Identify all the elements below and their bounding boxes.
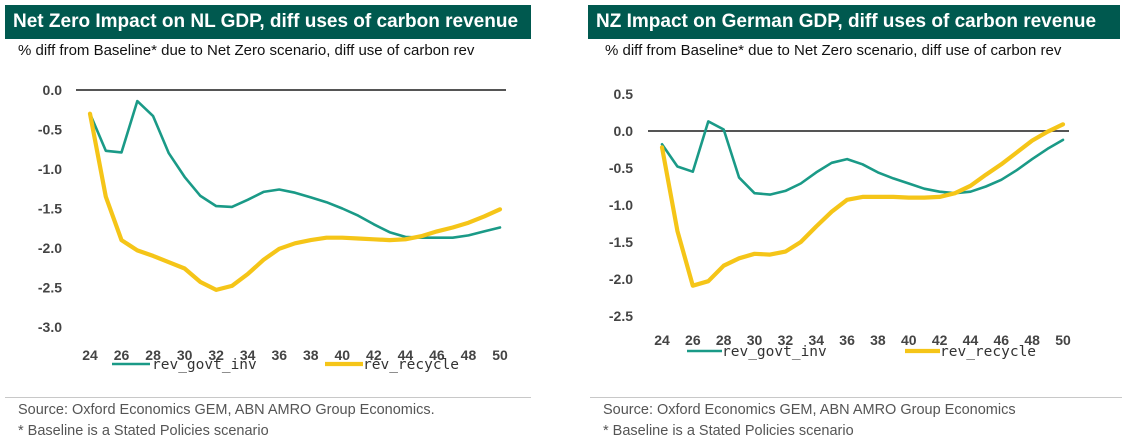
source-note: Source: Oxford Economics GEM, ABN AMRO G… xyxy=(18,402,435,418)
y-tick-label: -1.0 xyxy=(38,161,62,177)
y-tick-label: -2.0 xyxy=(38,240,62,256)
y-tick-label: 0.0 xyxy=(43,82,63,98)
divider xyxy=(590,397,1122,398)
series-line-rev-recycle xyxy=(659,122,1066,288)
x-tick-label: 30 xyxy=(177,347,193,363)
legend-label: rev_recycle xyxy=(363,357,459,373)
series-line-rev-recycle xyxy=(87,111,503,292)
y-tick-label: -2.5 xyxy=(609,308,633,324)
x-tick-label: 48 xyxy=(1024,332,1040,348)
baseline-footnote: * Baseline is a Stated Policies scenario xyxy=(18,423,269,439)
x-tick-label: 26 xyxy=(685,332,701,348)
x-tick-label: 46 xyxy=(994,332,1010,348)
chart-title-bar: NZ Impact on German GDP, diff uses of ca… xyxy=(588,5,1120,39)
x-tick-label: 40 xyxy=(335,347,351,363)
x-tick-label: 34 xyxy=(808,332,824,348)
chart-panel-de: NZ Impact on German GDP, diff uses of ca… xyxy=(585,0,1125,442)
chart-panel-nl: Net Zero Impact on NL GDP, diff uses of … xyxy=(0,0,540,442)
nl-gdp-line-chart: 0.0 -0.5 -1.0 -1.5 -2.0 -2.5 -3.0 24 26 28 30 32 34 3… xyxy=(38,82,508,373)
x-tick-label: 46 xyxy=(429,347,445,363)
series-line-rev-govt-inv xyxy=(88,99,502,239)
legend-label: rev_recycle xyxy=(940,344,1036,360)
x-tick-label: 30 xyxy=(747,332,763,348)
y-tick-label: -1.5 xyxy=(38,201,62,217)
x-tick-label: 32 xyxy=(208,347,224,363)
x-tick-label: 38 xyxy=(870,332,886,348)
baseline-footnote: * Baseline is a Stated Policies scenario xyxy=(603,423,854,439)
x-tick-label: 50 xyxy=(492,347,508,363)
y-tick-label: -3.0 xyxy=(38,319,62,335)
x-tick-label: 44 xyxy=(963,332,979,348)
x-tick-label: 34 xyxy=(240,347,256,363)
chart-subtitle: % diff from Baseline* due to Net Zero sc… xyxy=(18,42,475,59)
chart-title: Net Zero Impact on NL GDP, diff uses of … xyxy=(13,11,519,32)
y-tick-label: -1.5 xyxy=(609,234,633,250)
legend-label: rev_govt_inv xyxy=(152,357,257,373)
y-tick-label: -0.5 xyxy=(38,122,62,138)
legend-label: rev_govt_inv xyxy=(722,344,827,360)
chart-title-bar: Net Zero Impact on NL GDP, diff uses of … xyxy=(5,5,531,39)
divider xyxy=(5,397,531,398)
chart-subtitle: % diff from Baseline* due to Net Zero sc… xyxy=(605,42,1062,59)
de-gdp-line-chart: 0.5 0.0 -0.5 -1.0 -1.5 -2.0 -2.5 24 26 28 30 32 34 36… xyxy=(609,86,1071,360)
chart-title: NZ Impact on German GDP, diff uses of ca… xyxy=(596,11,1097,32)
y-tick-label: -0.5 xyxy=(609,160,633,176)
x-tick-label: 38 xyxy=(303,347,319,363)
x-tick-label: 42 xyxy=(366,347,382,363)
x-tick-label: 36 xyxy=(839,332,855,348)
x-tick-label: 24 xyxy=(654,332,670,348)
x-tick-label: 24 xyxy=(82,347,98,363)
source-note: Source: Oxford Economics GEM, ABN AMRO G… xyxy=(603,402,1016,418)
x-tick-label: 42 xyxy=(932,332,948,348)
x-tick-label: 44 xyxy=(398,347,414,363)
x-tick-label: 40 xyxy=(901,332,917,348)
x-tick-label: 32 xyxy=(778,332,794,348)
x-tick-label: 26 xyxy=(114,347,130,363)
x-tick-label: 28 xyxy=(145,347,161,363)
x-tick-label: 50 xyxy=(1055,332,1071,348)
y-tick-label: -2.5 xyxy=(38,280,62,296)
y-tick-label: 0.5 xyxy=(614,86,634,102)
y-tick-label: -1.0 xyxy=(609,197,633,213)
x-tick-label: 48 xyxy=(461,347,477,363)
y-tick-label: 0.0 xyxy=(614,123,634,139)
x-tick-label: 36 xyxy=(271,347,287,363)
x-tick-label: 28 xyxy=(716,332,732,348)
y-tick-label: -2.0 xyxy=(609,271,633,287)
series-line-rev-govt-inv xyxy=(660,120,1065,196)
